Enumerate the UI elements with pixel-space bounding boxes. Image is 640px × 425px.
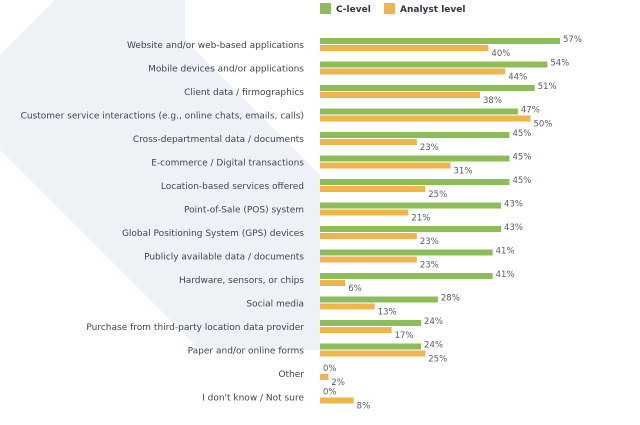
bar-c-level: [320, 226, 502, 232]
data-label: 43%: [504, 223, 523, 233]
data-label: 0%: [323, 388, 337, 398]
data-label: 45%: [512, 129, 531, 139]
category-label: Paper and/or online forms: [188, 347, 305, 357]
category-label: Social media: [246, 300, 304, 310]
bar-analyst-level: [320, 209, 409, 216]
bar-c-level: [320, 132, 510, 138]
bar-analyst-level: [320, 162, 451, 169]
data-label: 28%: [441, 294, 460, 304]
bar-analyst-level: [320, 303, 375, 310]
bar-analyst-level: [320, 92, 480, 98]
category-label: Client data / firmographics: [184, 88, 304, 98]
data-label: 23%: [420, 261, 439, 271]
bar-c-level: [320, 179, 510, 185]
category-label: Publicly available data / documents: [144, 253, 304, 263]
bar-c-level: [320, 85, 535, 91]
background-shape: [0, 0, 320, 350]
bar-c-level: [320, 155, 510, 162]
category-label: Cross-departmental data / documents: [133, 135, 304, 145]
bar-analyst-level: [320, 115, 531, 122]
category-label: Website and/or web-based applications: [127, 41, 304, 51]
data-label: 45%: [512, 176, 531, 186]
bar-analyst-level: [320, 327, 392, 333]
legend-label-0: C-level: [336, 5, 371, 15]
category-label: Hardware, sensors, or chips: [179, 276, 304, 286]
data-label: 44%: [508, 73, 527, 83]
bar-analyst-level: [320, 280, 346, 286]
data-label: 50%: [534, 120, 553, 130]
bar-analyst-level: [320, 45, 489, 51]
bar-c-level: [320, 296, 438, 303]
bar-analyst-level: [320, 139, 417, 145]
category-label: Purchase from third-party location data …: [86, 323, 304, 333]
data-label: 45%: [512, 153, 531, 163]
data-label: 24%: [424, 317, 443, 327]
legend-swatch-1: [384, 3, 395, 14]
data-label: 2%: [331, 378, 345, 388]
data-label: 6%: [348, 284, 362, 294]
data-label: 13%: [378, 308, 397, 318]
bar-analyst-level: [320, 233, 417, 239]
data-label: 23%: [420, 143, 439, 153]
data-label: 23%: [420, 237, 439, 247]
data-label: 24%: [424, 341, 443, 351]
data-label: 31%: [454, 167, 473, 177]
data-label: 57%: [563, 35, 582, 45]
bar-c-level: [320, 108, 518, 115]
data-label: 0%: [323, 364, 337, 374]
data-label: 17%: [395, 331, 414, 341]
category-label: Global Positioning System (GPS) devices: [122, 229, 304, 239]
category-label: Other: [278, 370, 304, 380]
data-label: 8%: [357, 402, 371, 412]
bar-analyst-level: [320, 186, 426, 192]
data-label: 47%: [521, 106, 540, 116]
bar-c-level: [320, 202, 502, 209]
data-label: 25%: [428, 355, 447, 365]
bar-analyst-level: [320, 256, 417, 263]
bar-c-level: [320, 343, 422, 350]
bar-c-level: [320, 273, 493, 279]
bar-c-level: [320, 320, 422, 326]
category-label: I don't know / Not sure: [202, 394, 304, 404]
data-label: 25%: [428, 190, 447, 200]
bar-analyst-level: [320, 397, 354, 404]
bar-analyst-level: [320, 68, 506, 75]
data-label: 54%: [550, 59, 569, 69]
category-label: Point-of-Sale (POS) system: [184, 206, 304, 216]
data-label: 38%: [483, 96, 502, 106]
data-label: 43%: [504, 200, 523, 210]
bar-analyst-level: [320, 350, 426, 357]
data-label: 41%: [496, 247, 515, 257]
legend-label-1: Analyst level: [400, 5, 465, 15]
category-label: Customer service interactions (e.g., onl…: [21, 112, 304, 122]
category-label: E-commerce / Digital transactions: [151, 159, 304, 169]
legend-swatch-0: [320, 3, 331, 14]
bar-c-level: [320, 38, 560, 44]
data-label: 40%: [491, 49, 510, 59]
bar-analyst-level: [320, 374, 329, 380]
category-label: Location-based services offered: [161, 182, 304, 192]
data-label: 21%: [411, 214, 430, 224]
data-label: 41%: [496, 270, 515, 280]
data-label: 51%: [538, 82, 557, 92]
bar-c-level: [320, 249, 493, 256]
category-label: Mobile devices and/or applications: [148, 65, 304, 75]
bar-c-level: [320, 61, 548, 68]
